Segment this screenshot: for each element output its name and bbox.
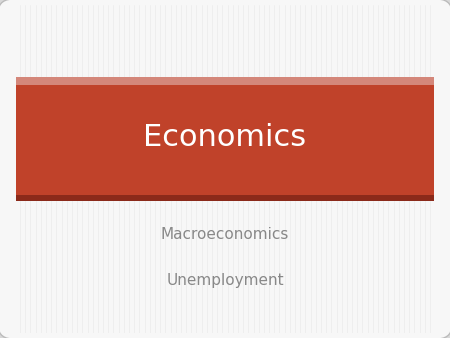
Bar: [16, 77, 434, 86]
Text: Unemployment: Unemployment: [166, 273, 284, 288]
Bar: [16, 86, 434, 195]
Text: Economics: Economics: [144, 123, 306, 151]
Bar: [16, 195, 434, 201]
Text: Macroeconomics: Macroeconomics: [161, 227, 289, 242]
